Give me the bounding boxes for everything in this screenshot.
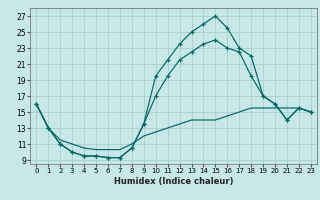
X-axis label: Humidex (Indice chaleur): Humidex (Indice chaleur): [114, 177, 233, 186]
